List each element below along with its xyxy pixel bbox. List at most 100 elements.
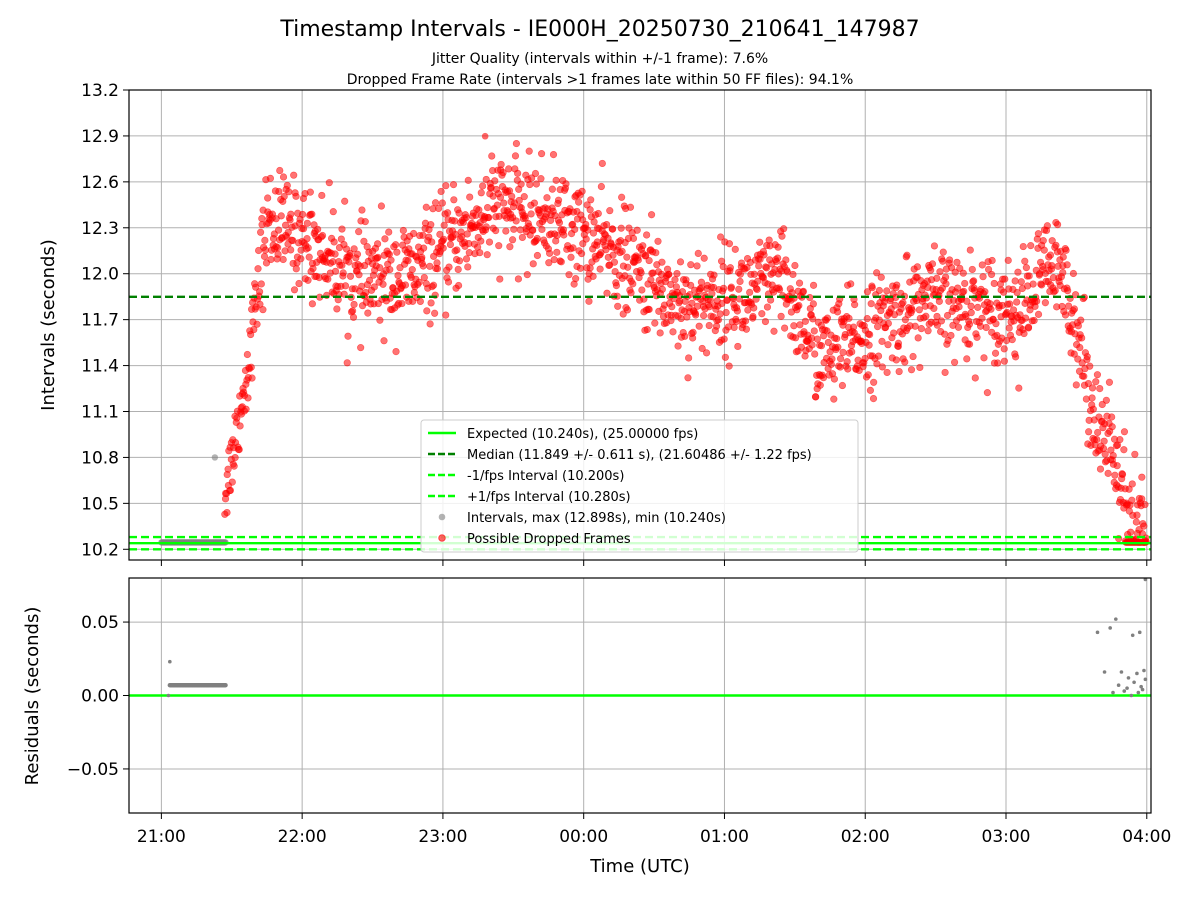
dropped-frame-point xyxy=(913,263,922,271)
dropped-frame-point xyxy=(505,165,513,173)
dropped-frame-point xyxy=(242,405,250,413)
dropped-frame-point xyxy=(572,275,580,283)
dropped-frame-point xyxy=(990,279,998,288)
dropped-frame-point xyxy=(440,221,448,229)
dropped-frame-point xyxy=(261,236,269,244)
dropped-frame-point xyxy=(651,319,659,327)
dropped-frame-point xyxy=(532,180,541,188)
dropped-frame-point xyxy=(508,236,517,244)
dropped-frame-point xyxy=(349,307,357,315)
dropped-frame-point xyxy=(974,303,982,311)
dropped-frame-point xyxy=(1020,329,1028,338)
dropped-frame-point xyxy=(718,299,726,308)
bottom-y-tick-label: −0.05 xyxy=(67,760,119,780)
dropped-frame-point xyxy=(823,314,832,322)
dropped-frame-point xyxy=(439,244,447,252)
dropped-frame-point xyxy=(230,462,238,470)
x-axis-label: Time (UTC) xyxy=(589,856,690,877)
dropped-frame-max-point xyxy=(481,132,489,140)
dropped-frame-point xyxy=(645,256,653,265)
dropped-frame-point xyxy=(863,315,871,323)
x-tick-label: 00:00 xyxy=(559,827,608,847)
dropped-frame-point xyxy=(381,235,389,243)
dropped-frame-point xyxy=(624,263,632,271)
dropped-frame-point xyxy=(514,169,522,177)
dropped-frame-point xyxy=(966,246,974,254)
dropped-frame-point xyxy=(610,258,619,266)
dropped-frame-point xyxy=(1043,222,1051,230)
dropped-frame-point xyxy=(283,181,291,190)
dropped-frame-point xyxy=(808,341,816,349)
dropped-frame-point xyxy=(727,283,735,291)
dropped-frame-point xyxy=(928,260,937,268)
dropped-frame-point xyxy=(257,228,265,236)
residual-point xyxy=(1129,693,1134,698)
dropped-frame-point xyxy=(609,225,617,233)
dropped-frame-point xyxy=(516,226,524,234)
dropped-frame-point xyxy=(1005,324,1013,332)
dropped-frame-point xyxy=(867,300,875,308)
dropped-frame-point xyxy=(562,180,570,188)
dropped-frame-point xyxy=(956,264,964,272)
dropped-frame-point xyxy=(901,358,909,366)
dropped-frame-point xyxy=(485,238,494,246)
dropped-frame-point xyxy=(795,279,804,287)
dropped-frame-point xyxy=(376,264,384,272)
x-tick-label: 02:00 xyxy=(841,827,890,847)
dropped-frame-point xyxy=(994,359,1002,367)
dropped-frame-point xyxy=(1138,473,1146,481)
dropped-frame-point xyxy=(379,280,387,288)
dropped-frame-point xyxy=(866,330,874,339)
dropped-frame-point xyxy=(694,249,702,257)
dropped-frame-point xyxy=(569,244,577,252)
dropped-frame-point xyxy=(1021,257,1029,265)
dropped-frame-point xyxy=(244,394,252,402)
dropped-frame-point xyxy=(1069,269,1077,278)
dropped-frame-point xyxy=(809,315,817,323)
dropped-frame-point xyxy=(355,228,363,236)
dropped-frame-point xyxy=(892,356,900,364)
dropped-frame-point xyxy=(1000,357,1009,365)
dropped-frame-point xyxy=(609,251,617,259)
dropped-frame-point xyxy=(987,305,995,313)
dropped-frame-point xyxy=(584,226,592,234)
dropped-frame-point xyxy=(453,246,461,254)
legend: Expected (10.240s), (25.00000 fps) Media… xyxy=(420,419,859,553)
dropped-frame-point xyxy=(753,285,761,294)
legend-dropped-swatch xyxy=(438,534,446,542)
dropped-frame-point xyxy=(874,352,883,360)
dropped-frame-point xyxy=(1080,372,1088,380)
dropped-frame-point xyxy=(693,262,701,270)
dropped-frame-point xyxy=(324,275,332,283)
dropped-frame-point xyxy=(226,486,235,494)
dropped-frame-point xyxy=(292,192,300,200)
dropped-frame-point xyxy=(279,255,287,264)
dropped-frame-point xyxy=(671,276,679,284)
residual-point xyxy=(1108,626,1112,630)
dropped-frame-point xyxy=(445,263,453,271)
dropped-frame-point xyxy=(364,309,372,317)
dropped-frame-point xyxy=(930,242,939,250)
dropped-frame-point xyxy=(358,206,366,214)
dropped-frame-point xyxy=(1088,384,1097,392)
dropped-frame-point xyxy=(758,310,766,318)
dropped-frame-point xyxy=(341,197,349,205)
dropped-frame-point xyxy=(497,160,505,169)
dropped-frame-point xyxy=(1128,496,1136,504)
dropped-frame-point xyxy=(941,330,949,338)
dropped-frame-point xyxy=(1041,299,1049,307)
dropped-frame-point xyxy=(922,312,930,320)
dropped-frame-point xyxy=(955,303,963,311)
dropped-frame-point xyxy=(873,360,881,368)
dropped-frame-point xyxy=(930,304,938,313)
dropped-frame-point xyxy=(778,232,786,240)
dropped-frame-point xyxy=(438,199,446,207)
dropped-frame-point xyxy=(491,177,499,185)
dropped-frame-point xyxy=(553,248,561,256)
dropped-frame-point xyxy=(1104,469,1112,477)
dropped-frame-point xyxy=(318,231,327,240)
dropped-frame-point xyxy=(763,303,772,311)
dropped-frame-point xyxy=(380,337,388,345)
dropped-frame-point xyxy=(426,262,434,270)
